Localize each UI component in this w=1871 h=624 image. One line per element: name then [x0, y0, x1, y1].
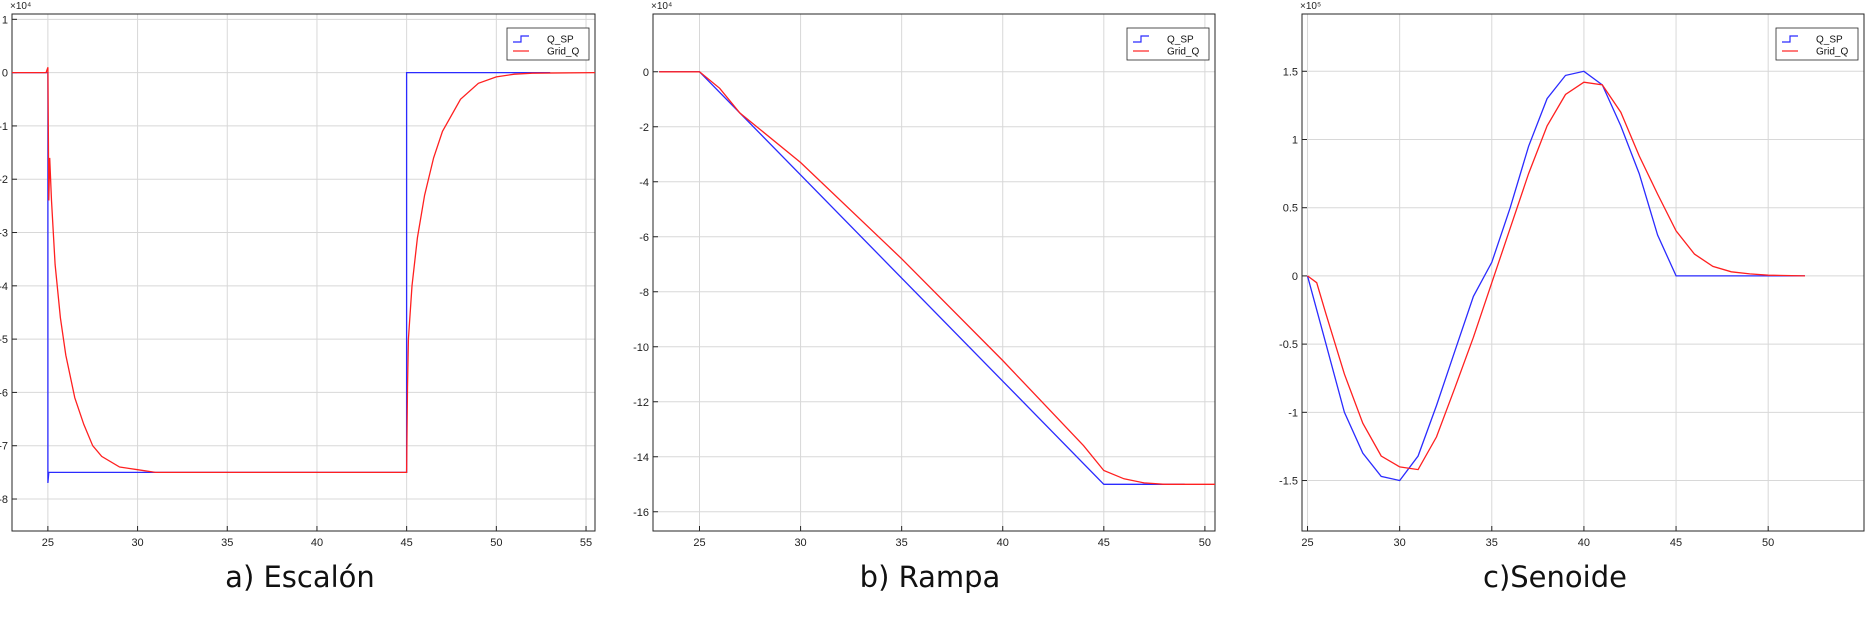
x-tick-label: 25 — [42, 537, 54, 549]
y-tick-label: -7 — [0, 441, 8, 453]
series-line-grid-q — [12, 67, 596, 474]
panel-escalon: 25 30 35 40 45 50 55 1 0 -1 -2 -3 -4 -5 -6 -7 -8 ×10⁴ Q_SP… — [0, 0, 600, 624]
x-tick-label: 30 — [794, 537, 806, 549]
x-tick-label: 50 — [1762, 537, 1774, 549]
x-tick-label: 35 — [896, 537, 908, 549]
y-tick-label: -6 — [639, 232, 649, 244]
x-tick-label: 35 — [221, 537, 233, 549]
y-tick-label: 0.5 — [1283, 203, 1298, 215]
y-tick-label: -5 — [0, 334, 8, 346]
y-tick-label: -4 — [639, 177, 649, 189]
y-tick-label: 0 — [2, 68, 8, 80]
axis-exponent-label: ×10⁴ — [10, 1, 31, 12]
y-tick-label: -8 — [639, 287, 649, 299]
y-tick-label: -2 — [0, 174, 8, 186]
x-tick-label: 25 — [693, 537, 705, 549]
x-tick-label: 25 — [1301, 537, 1313, 549]
chart-senoide: 25 30 35 40 45 50 1.5 1 0.5 0 -0.5 -1 -1.5 ×10⁵ Q_SPGr… — [1279, 1, 1865, 549]
y-tick-label: -1 — [0, 121, 8, 133]
legend-label: Q_SP — [1816, 35, 1843, 46]
legend-swatch — [1133, 35, 1149, 43]
y-tick-label: -12 — [633, 397, 649, 409]
x-tick-label: 30 — [131, 537, 143, 549]
y-tick-label: -16 — [633, 507, 649, 519]
axis-exponent-label: ×10⁴ — [651, 1, 672, 12]
legend-label: Grid_Q — [1816, 47, 1848, 58]
y-tick-label: 1 — [1292, 134, 1298, 146]
x-tick-label: 40 — [997, 537, 1009, 549]
series-line-grid-q — [1307, 81, 1806, 471]
series-line-q-sp — [1306, 70, 1805, 482]
x-tick-label: 55 — [580, 537, 592, 549]
x-tick-label: 35 — [1486, 537, 1498, 549]
y-tick-label: -3 — [0, 228, 8, 240]
plot-area — [11, 13, 596, 532]
y-tick-label: -6 — [0, 387, 8, 399]
caption-escalon: a) Escalón — [225, 560, 375, 594]
x-tick-label: 50 — [490, 537, 502, 549]
caption-senoide: c)Senoide — [1483, 560, 1627, 594]
plot-area — [1301, 13, 1865, 532]
y-tick-label: 0 — [1292, 271, 1298, 283]
y-tick-label: -1.5 — [1279, 476, 1298, 488]
legend-label: Grid_Q — [1167, 47, 1199, 58]
caption-rampa: b) Rampa — [859, 560, 1001, 594]
x-tick-label: 30 — [1394, 537, 1406, 549]
x-tick-label: 45 — [1670, 537, 1682, 549]
series-line-grid-q — [659, 71, 1215, 485]
x-tick-label: 50 — [1199, 537, 1211, 549]
legend-label: Grid_Q — [547, 47, 579, 58]
y-tick-label: -10 — [633, 342, 649, 354]
legend-box — [1126, 27, 1210, 61]
chart-escalon: 25 30 35 40 45 50 55 1 0 -1 -2 -3 -4 -5 -6 -7 -8 ×10⁴ Q_SP… — [0, 1, 596, 549]
y-tick-label: 1.5 — [1283, 66, 1298, 78]
legend-swatch — [513, 35, 529, 43]
y-tick-label: 1 — [2, 14, 8, 26]
legend-label: Q_SP — [1167, 35, 1194, 46]
plot-frame — [11, 13, 596, 532]
x-tick-label: 40 — [1578, 537, 1590, 549]
legend-swatch — [1782, 35, 1798, 43]
y-tick-label: 0 — [643, 67, 649, 79]
y-tick-label: -1 — [1288, 407, 1298, 419]
chart-rampa: 25 30 35 40 45 50 0 -2 -4 -6 -8 -10 -12 -14 -16 ×10⁴ Q_S… — [633, 1, 1216, 549]
plot-area — [652, 13, 1216, 532]
plot-frame — [1301, 13, 1865, 532]
panel-rampa: 25 30 35 40 45 50 0 -2 -4 -6 -8 -10 -12 -14 -16 ×10⁴ Q_S… — [630, 0, 1230, 624]
y-tick-label: -4 — [0, 281, 8, 293]
panel-senoide: 25 30 35 40 45 50 1.5 1 0.5 0 -0.5 -1 -1.5 ×10⁵ Q_SP Gr… — [1255, 0, 1871, 624]
y-tick-label: -8 — [0, 494, 8, 506]
x-tick-label: 45 — [1098, 537, 1110, 549]
x-tick-label: 45 — [401, 537, 413, 549]
legend-box — [506, 27, 590, 61]
axis-exponent-label: ×10⁵ — [1300, 1, 1321, 12]
y-tick-label: -2 — [639, 122, 649, 134]
y-tick-label: -14 — [633, 452, 649, 464]
plot-frame — [652, 13, 1216, 532]
legend-box — [1775, 27, 1859, 61]
y-tick-label: -0.5 — [1279, 339, 1298, 351]
legend-label: Q_SP — [547, 35, 574, 46]
x-tick-label: 40 — [311, 537, 323, 549]
